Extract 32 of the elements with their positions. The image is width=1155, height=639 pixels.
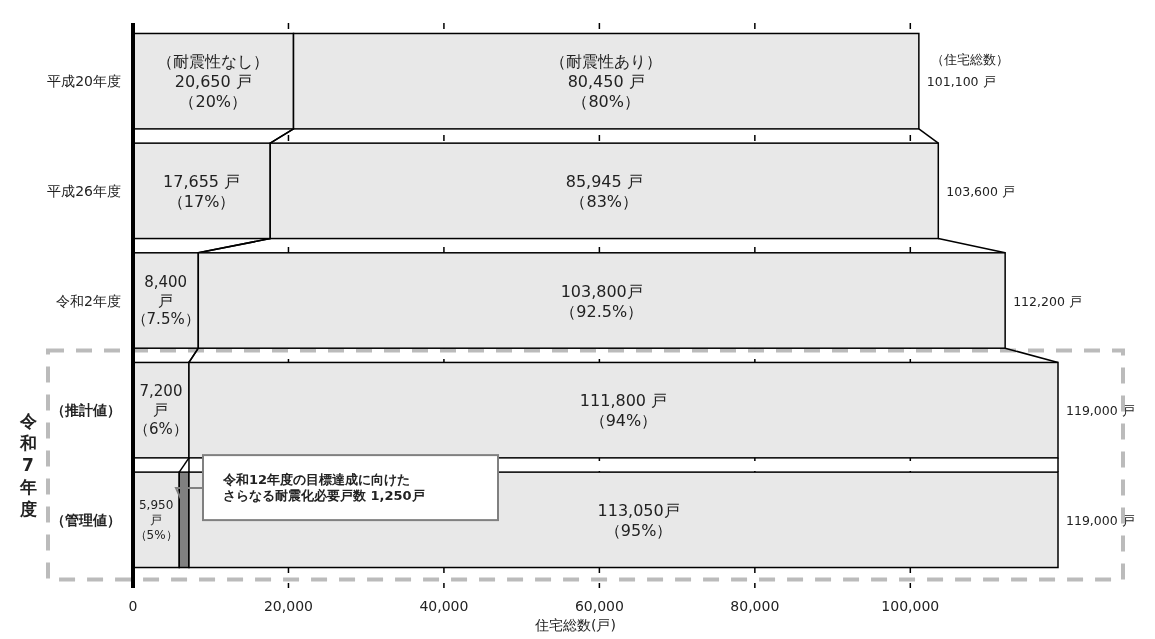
y-tick-label: 平成20年度 [47, 73, 121, 90]
data-label: 5,950戸（5%） [134, 497, 178, 542]
data-label: 8,400戸（7.5%） [131, 272, 200, 329]
x-tick-label: 20,000 [263, 598, 313, 614]
text: 令和7年度 [18, 410, 37, 519]
data-label: 17,655 戸（17%） [163, 171, 241, 211]
data-label: 85,945 戸（83%） [565, 171, 643, 211]
series-label: （耐震性なし） [157, 51, 270, 71]
y-tick-label: （管理値） [51, 511, 121, 528]
data-label: 7,200戸（6%） [134, 382, 188, 438]
total-label: 112,200 戸 [1013, 293, 1082, 308]
data-label: 111,800 戸（94%） [579, 390, 668, 430]
x-axis-title: 住宅総数(戸) [534, 617, 616, 633]
annotation: 令和12年度の目標達成に向けたさらなる耐震化必要戸数 1,250戸 [222, 471, 425, 503]
total-label: 119,000 戸 [1066, 402, 1135, 418]
y-tick-label: 令和2年度 [56, 292, 121, 309]
x-tick-label: 100,000 [881, 598, 940, 614]
x-tick-label: 80,000 [730, 598, 780, 614]
series-label: （耐震性あり） [550, 51, 663, 71]
data-label: 80,450 戸（80%） [567, 71, 645, 111]
y-tick-label: 平成26年度 [47, 182, 121, 199]
x-tick-label: 60,000 [574, 598, 624, 614]
x-tick-label: 0 [128, 598, 138, 614]
y-tick-label: （推計値） [51, 402, 121, 419]
data-label: 103,800戸（92.5%） [560, 281, 644, 320]
data-label: 20,650 戸（20%） [174, 71, 252, 111]
annotation: （住宅総数） [930, 51, 1009, 67]
annotation: 113,050戸（95%） [597, 500, 680, 540]
x-tick-label: 40,000 [419, 598, 469, 614]
total-label: 103,600 戸 [946, 183, 1015, 199]
total-label: 119,000 戸 [1066, 512, 1135, 528]
total-label: 101,100 戸 [926, 73, 996, 89]
